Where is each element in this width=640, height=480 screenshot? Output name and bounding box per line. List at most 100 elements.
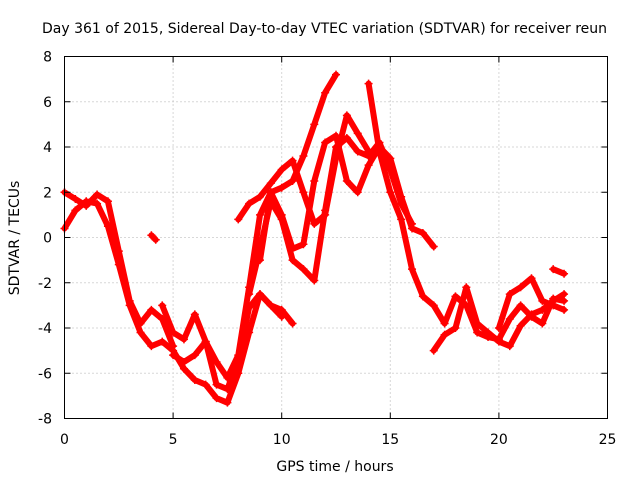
data-point-plus [255, 192, 264, 201]
data-point-plus [516, 321, 525, 330]
data-point-plus [179, 357, 188, 366]
data-point-plus [440, 330, 449, 339]
data-point-plus [245, 199, 254, 208]
data-point-plus [114, 247, 123, 256]
series-layer [60, 70, 569, 407]
data-point-plus [288, 319, 297, 328]
data-point-plus [93, 199, 102, 208]
data-point-plus [93, 190, 102, 199]
data-point-plus [255, 256, 264, 265]
data-point-plus [321, 138, 330, 147]
data-point-plus [147, 305, 156, 314]
data-point-plus [473, 319, 482, 328]
data-point-plus [125, 296, 134, 305]
data-point-plus [505, 342, 514, 351]
data-point-plus [516, 301, 525, 310]
data-point-plus [397, 192, 406, 201]
data-point-plus [288, 256, 297, 265]
data-point-plus [310, 120, 319, 129]
data-point-plus [151, 235, 160, 244]
y-tick-label: -8 [38, 412, 52, 428]
data-point-plus [484, 328, 493, 337]
series-track-4 [158, 290, 297, 394]
series-track-9 [364, 79, 569, 344]
data-point-plus [505, 290, 514, 299]
series-track-1 [60, 197, 286, 407]
data-point-plus [353, 147, 362, 156]
data-point-plus [299, 152, 308, 161]
series-track-8 [255, 131, 438, 265]
x-tick-label: 15 [381, 432, 399, 448]
data-point-plus [429, 242, 438, 251]
data-point-plus [277, 305, 286, 314]
data-point-plus [158, 337, 167, 346]
data-point-plus [494, 324, 503, 332]
data-point-plus [288, 244, 297, 253]
data-point-plus [310, 276, 319, 285]
y-tick-label: 2 [43, 185, 52, 201]
data-point-plus [212, 394, 221, 403]
data-point-plus [245, 290, 254, 299]
data-point-plus [169, 342, 178, 351]
data-point-plus [299, 240, 308, 249]
y-tick-label: -4 [38, 321, 52, 337]
data-point-plus [190, 310, 199, 319]
data-point-plus [408, 224, 417, 233]
data-point-plus [332, 131, 340, 140]
data-point-plus [169, 351, 178, 360]
x-tick-labels: 0 5 10 15 20 25 [60, 432, 616, 448]
series-line [246, 134, 415, 298]
data-point-plus [179, 335, 188, 344]
data-point-plus [169, 328, 178, 337]
data-point-plus [212, 357, 221, 366]
data-point-plus [538, 305, 547, 314]
data-point-plus [201, 380, 210, 389]
plot-frame [64, 56, 608, 419]
data-point-plus [353, 129, 362, 138]
data-point-plus [201, 337, 210, 346]
data-point-plus [277, 210, 286, 219]
series-line [235, 112, 372, 227]
data-point-plus [223, 398, 232, 407]
data-point-plus [147, 231, 156, 240]
chart-title: Day 361 of 2015, Sidereal Day-to-day VTE… [42, 21, 607, 37]
data-point-plus [310, 219, 319, 228]
data-point-plus [223, 385, 232, 394]
data-point-plus [277, 183, 286, 192]
ticks [64, 56, 608, 419]
data-point-plus [342, 176, 351, 185]
data-point-plus [266, 188, 275, 197]
data-point-plus [462, 283, 471, 292]
series-track-3 [147, 231, 160, 244]
data-point-plus [288, 176, 297, 185]
data-point-plus [440, 319, 449, 328]
data-point-plus [234, 215, 243, 224]
data-point-plus [451, 324, 460, 332]
data-point-plus [397, 215, 406, 224]
data-point-plus [429, 301, 438, 310]
y-tick-label: -6 [38, 366, 52, 382]
data-point-plus [321, 88, 330, 97]
data-point-plus [375, 147, 384, 156]
series-track-12 [549, 265, 569, 278]
data-point-plus [386, 154, 395, 163]
data-point-plus [560, 296, 569, 305]
data-point-plus [255, 290, 264, 299]
data-point-plus [353, 188, 362, 197]
series-track-6 [234, 111, 373, 228]
series-track-11 [494, 274, 569, 332]
data-point-plus [82, 201, 91, 210]
data-point-plus [136, 328, 145, 337]
y-tick-label: 0 [43, 231, 52, 247]
data-point-plus [418, 292, 427, 301]
data-point-plus [158, 301, 167, 310]
data-point-plus [310, 176, 319, 185]
data-point-plus [549, 265, 558, 274]
x-tick-label: 20 [490, 432, 508, 448]
y-tick-label: 6 [43, 95, 52, 111]
data-point-plus [560, 305, 569, 314]
x-tick-label: 5 [169, 432, 178, 448]
series-line [170, 71, 339, 381]
y-axis-label: SDTVAR / TECUs [7, 181, 23, 296]
